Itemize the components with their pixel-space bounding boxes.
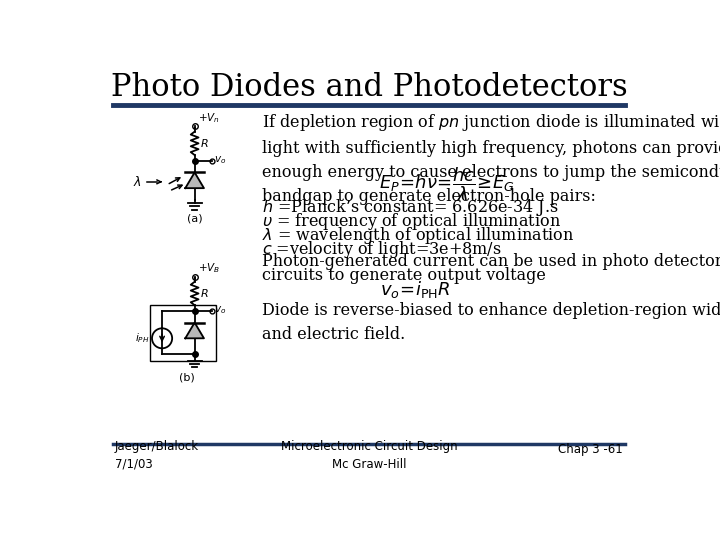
Text: Jaeger/Blalock
7/1/03: Jaeger/Blalock 7/1/03: [114, 440, 199, 471]
Text: $h$ =Planck’s constant= 6.626e-34 J.s: $h$ =Planck’s constant= 6.626e-34 J.s: [262, 197, 559, 218]
Polygon shape: [185, 172, 204, 188]
Text: Photon-generated current can be used in photo detector: Photon-generated current can be used in …: [262, 253, 720, 269]
Polygon shape: [185, 322, 204, 338]
Text: (a): (a): [186, 213, 202, 224]
Text: $R$: $R$: [200, 137, 209, 150]
Text: $E_P\!=\!h\nu\!=\!\dfrac{hc}{\lambda}\!\geq\! E_G$: $E_P\!=\!h\nu\!=\!\dfrac{hc}{\lambda}\!\…: [379, 165, 514, 203]
Text: $R$: $R$: [200, 287, 209, 300]
Text: (b): (b): [179, 373, 194, 383]
Text: $+V_B$: $+V_B$: [198, 261, 220, 275]
Text: $v_o$: $v_o$: [214, 305, 226, 316]
Text: Diode is reverse-biased to enhance depletion-region width
and electric field.: Diode is reverse-biased to enhance deple…: [262, 302, 720, 343]
Text: If depletion region of $pn$ junction diode is illuminated with
light with suffic: If depletion region of $pn$ junction dio…: [262, 112, 720, 205]
Text: Photo Diodes and Photodetectors: Photo Diodes and Photodetectors: [111, 72, 627, 103]
Text: Microelectronic Circuit Design
Mc Graw-Hill: Microelectronic Circuit Design Mc Graw-H…: [281, 440, 457, 471]
Bar: [150, 305, 216, 361]
Text: $\lambda$ = wavelength of optical illumination: $\lambda$ = wavelength of optical illumi…: [262, 225, 574, 246]
Text: circuits to generate output voltage: circuits to generate output voltage: [262, 267, 546, 284]
Text: $c$ =velocity of light=3e+8m/s: $c$ =velocity of light=3e+8m/s: [262, 239, 502, 260]
Text: $\lambda$: $\lambda$: [133, 175, 142, 189]
Text: $i_{PH}$: $i_{PH}$: [135, 332, 150, 345]
Text: $v_o\!=\!i_{\mathrm{PH}}R$: $v_o\!=\!i_{\mathrm{PH}}R$: [380, 279, 451, 300]
Text: Chap 3 -61: Chap 3 -61: [559, 443, 624, 456]
Text: $v_o$: $v_o$: [214, 154, 226, 166]
Text: $\upsilon$ = frequency of optical illumination: $\upsilon$ = frequency of optical illumi…: [262, 211, 561, 232]
Text: $+V_n$: $+V_n$: [198, 111, 220, 125]
